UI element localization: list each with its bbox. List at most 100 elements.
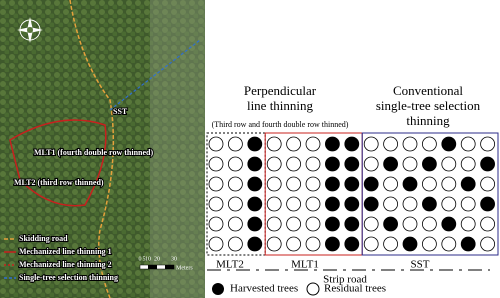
scale-bar: 0 5 10 20 30 Meters [139,256,194,271]
legend-label: Harvested trees [230,283,298,295]
tree [324,176,340,192]
tree [305,196,321,212]
scale-tick: 20 [154,256,160,262]
tree [227,196,243,212]
tree [402,136,418,152]
tree [480,136,496,152]
scale-tick: 5 [143,256,146,262]
tree [441,176,457,192]
tree [208,176,224,192]
tree [383,136,399,152]
tree [441,236,457,252]
tree [227,176,243,192]
diagram-title: Perpendicular [244,83,317,98]
tree [363,236,379,252]
scale-tick: 10 [145,256,151,262]
diagram-title: single-tree selection [376,98,481,113]
tree [441,196,457,212]
tree [305,156,321,172]
map-label: SST [113,107,128,116]
tree [441,136,457,152]
zone-label: MLT2 [216,259,244,271]
legend-label: Mechanized line thinning 1 [19,247,112,256]
aerial-photo [0,0,205,298]
tree [324,156,340,172]
tree [247,156,263,172]
tree [208,216,224,232]
tree [208,156,224,172]
tree [286,136,302,152]
tree [421,216,437,232]
tree [324,196,340,212]
tree [460,176,476,192]
tree [305,176,321,192]
legend-swatch [306,282,320,296]
tree [344,176,360,192]
tree [383,196,399,212]
tree [421,176,437,192]
tree [324,236,340,252]
zone-box [361,132,499,256]
tree [247,216,263,232]
diagram-title: thinning [406,113,450,128]
tree [460,236,476,252]
diagram-title: Conventional [393,83,463,98]
road-label: Strip road [323,274,367,286]
zone-box [206,132,266,256]
tree [286,216,302,232]
tree [402,216,418,232]
tree [363,156,379,172]
tree [247,236,263,252]
tree [305,136,321,152]
diagram-note: (Third row and fourth double row thinned… [212,120,349,129]
tree [402,236,418,252]
tree [441,216,457,232]
tree [208,196,224,212]
tree [208,236,224,252]
tree [480,176,496,192]
tree [324,216,340,232]
map-label: MLT2 (third row thinned) [14,178,104,187]
map-legend: Skidding road Mechanized line thinning 1 M… [4,233,119,283]
scale-unit: Meters [176,265,193,271]
tree [480,196,496,212]
legend-label: Single-tree selection thinning [19,273,118,282]
tree [363,176,379,192]
diagram-title: line thinning [247,98,314,113]
tree [421,136,437,152]
tree [402,176,418,192]
tree [363,216,379,232]
tree [247,176,263,192]
tree [247,136,263,152]
tree [383,156,399,172]
tree [227,136,243,152]
legend-label: Skidding road [19,234,68,243]
tree [344,196,360,212]
tree [227,236,243,252]
tree [383,216,399,232]
legend-label: Mechanized line thinning 2 [19,260,112,269]
tree [402,156,418,172]
tree [480,216,496,232]
tree [266,216,282,232]
tree [480,236,496,252]
tree [344,136,360,152]
tree [286,156,302,172]
tree [266,196,282,212]
tree [286,236,302,252]
tree [383,236,399,252]
tree [266,236,282,252]
scale-tick: 0 [139,256,142,262]
tree [344,216,360,232]
tree [460,156,476,172]
legend-swatch [212,283,224,295]
tree [247,196,263,212]
tree [227,216,243,232]
tree [460,136,476,152]
tree [460,196,476,212]
tree [324,136,340,152]
tree [402,196,418,212]
compass [17,17,43,43]
tree [208,136,224,152]
